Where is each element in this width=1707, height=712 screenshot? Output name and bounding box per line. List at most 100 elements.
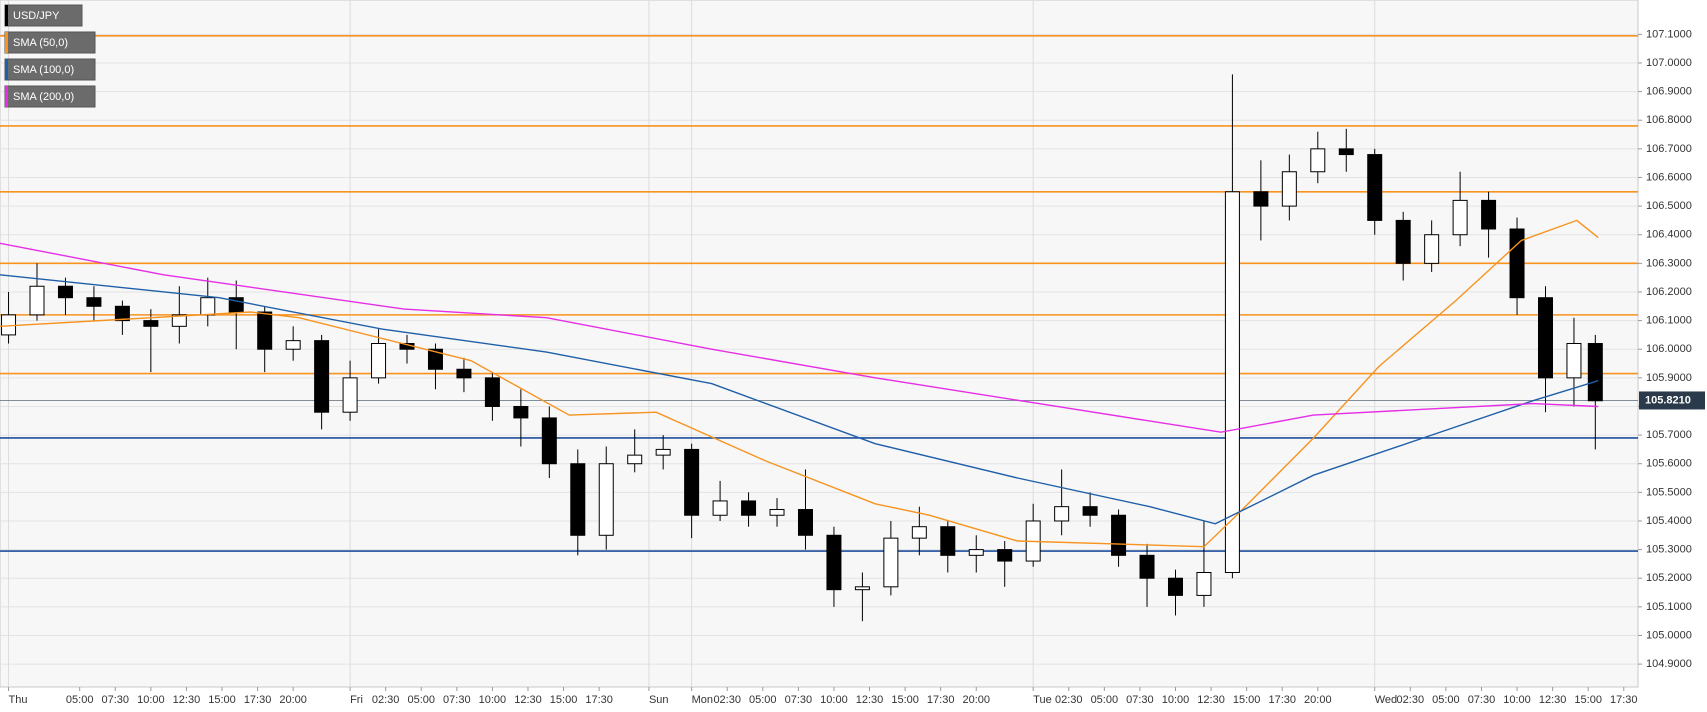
y-tick-label: 106.3000 [1646, 257, 1692, 269]
x-tick-label: Fri [350, 694, 363, 706]
candle-body [968, 549, 984, 556]
legend-swatch [5, 59, 8, 80]
candle-body [1395, 219, 1411, 264]
x-tick-label: 15:00 [891, 694, 919, 706]
y-tick-label: 105.5000 [1646, 486, 1692, 498]
x-tick-label: 15:00 [1233, 694, 1261, 706]
candle-body [285, 340, 301, 350]
x-tick-label: 12:30 [1539, 694, 1567, 706]
y-tick-label: 105.7000 [1646, 429, 1692, 441]
x-tick-label: 07:30 [1468, 694, 1496, 706]
candle-body [513, 405, 529, 419]
x-tick-label: 05:00 [407, 694, 435, 706]
candle-body [1310, 148, 1326, 173]
legend-item: USD/JPY [4, 4, 83, 27]
legend-swatch [5, 32, 8, 53]
candle-body [1139, 554, 1155, 579]
y-tick-label: 106.8000 [1646, 114, 1692, 126]
y-tick-label: 106.0000 [1646, 343, 1692, 355]
y-tick-label: 105.2000 [1646, 572, 1692, 584]
x-tick-label: 02:30 [372, 694, 400, 706]
candle-body [570, 463, 586, 536]
x-tick-label: 12:30 [514, 694, 542, 706]
x-tick-label: 07:30 [785, 694, 813, 706]
candle-body [1054, 506, 1070, 522]
x-tick-label: 10:00 [1162, 694, 1190, 706]
x-tick-label: 12:30 [1197, 694, 1225, 706]
candle-body [171, 314, 187, 327]
candle-body [1509, 228, 1525, 299]
x-tick-label: 15:00 [550, 694, 578, 706]
legend-item: SMA (200,0) [4, 85, 96, 108]
candle-body [143, 320, 159, 327]
x-tick-label: 05:00 [66, 694, 94, 706]
x-tick-label: 15:00 [1574, 694, 1602, 706]
x-tick-label: 05:00 [1091, 694, 1119, 706]
x-tick-label: 17:30 [927, 694, 955, 706]
y-tick-label: 105.6000 [1646, 458, 1692, 470]
y-tick-label: 106.5000 [1646, 200, 1692, 212]
legend-swatch [5, 86, 8, 107]
candle-body [684, 448, 700, 516]
candle-body [741, 500, 757, 516]
legend-label: SMA (200,0) [13, 91, 74, 103]
x-tick-label: 05:00 [1432, 694, 1460, 706]
candle-body [940, 526, 956, 556]
sma-line [0, 274, 1599, 525]
candle-body [257, 311, 273, 350]
x-tick-label: 12:30 [173, 694, 201, 706]
last-price-label: 105.8210 [1645, 394, 1691, 406]
y-tick-label: 106.6000 [1646, 171, 1692, 183]
candle-body [456, 368, 472, 379]
y-tick-label: 105.1000 [1646, 601, 1692, 613]
candle-body [541, 417, 557, 465]
candle-body [1111, 514, 1127, 556]
x-tick-label: 10:00 [1503, 694, 1531, 706]
x-tick-label: 10:00 [137, 694, 165, 706]
y-tick-label: 106.1000 [1646, 315, 1692, 327]
candle-body [1224, 191, 1240, 573]
x-tick-label: 17:30 [585, 694, 613, 706]
y-tick-label: 105.9000 [1646, 372, 1692, 384]
candle-body [29, 285, 45, 316]
candle-body [769, 509, 785, 516]
y-tick-label: 105.3000 [1646, 544, 1692, 556]
candle-body [371, 343, 387, 379]
candle-body [86, 297, 102, 307]
x-tick-label: 07:30 [1126, 694, 1154, 706]
candle-body [1566, 343, 1582, 379]
candle-body [1537, 297, 1553, 379]
legend-label: SMA (100,0) [13, 64, 74, 76]
y-tick-label: 105.0000 [1646, 629, 1692, 641]
candle-body [1452, 199, 1468, 236]
x-tick-label: 17:30 [244, 694, 272, 706]
x-tick-label: 07:30 [443, 694, 471, 706]
sma-line [0, 242, 1599, 433]
y-tick-label: 107.0000 [1646, 57, 1692, 69]
x-tick-label: 12:30 [856, 694, 884, 706]
legend-swatch [5, 5, 8, 26]
plot-area [0, 0, 1639, 688]
candle-body [1253, 191, 1269, 207]
candle-body [427, 348, 443, 370]
y-tick-label: 106.9000 [1646, 86, 1692, 98]
candle-body [826, 534, 842, 591]
x-tick-label: Thu [9, 694, 28, 706]
candle-body [1367, 154, 1383, 221]
y-tick-label: 104.9000 [1646, 658, 1692, 670]
legend-label: SMA (50,0) [13, 37, 68, 49]
candle-body [1338, 148, 1354, 156]
candle-body [114, 305, 130, 322]
candle-body [883, 537, 899, 588]
x-tick-label: Mon [692, 694, 713, 706]
x-tick-label: Sun [649, 694, 669, 706]
x-tick-label: 05:00 [749, 694, 777, 706]
x-tick-label: 02:30 [713, 694, 741, 706]
candle-body [1167, 577, 1183, 596]
x-tick-label: 07:30 [102, 694, 130, 706]
candle-body [655, 448, 671, 456]
y-tick-label: 105.4000 [1646, 515, 1692, 527]
candle-body [797, 509, 813, 536]
x-tick-label: 10:00 [820, 694, 848, 706]
